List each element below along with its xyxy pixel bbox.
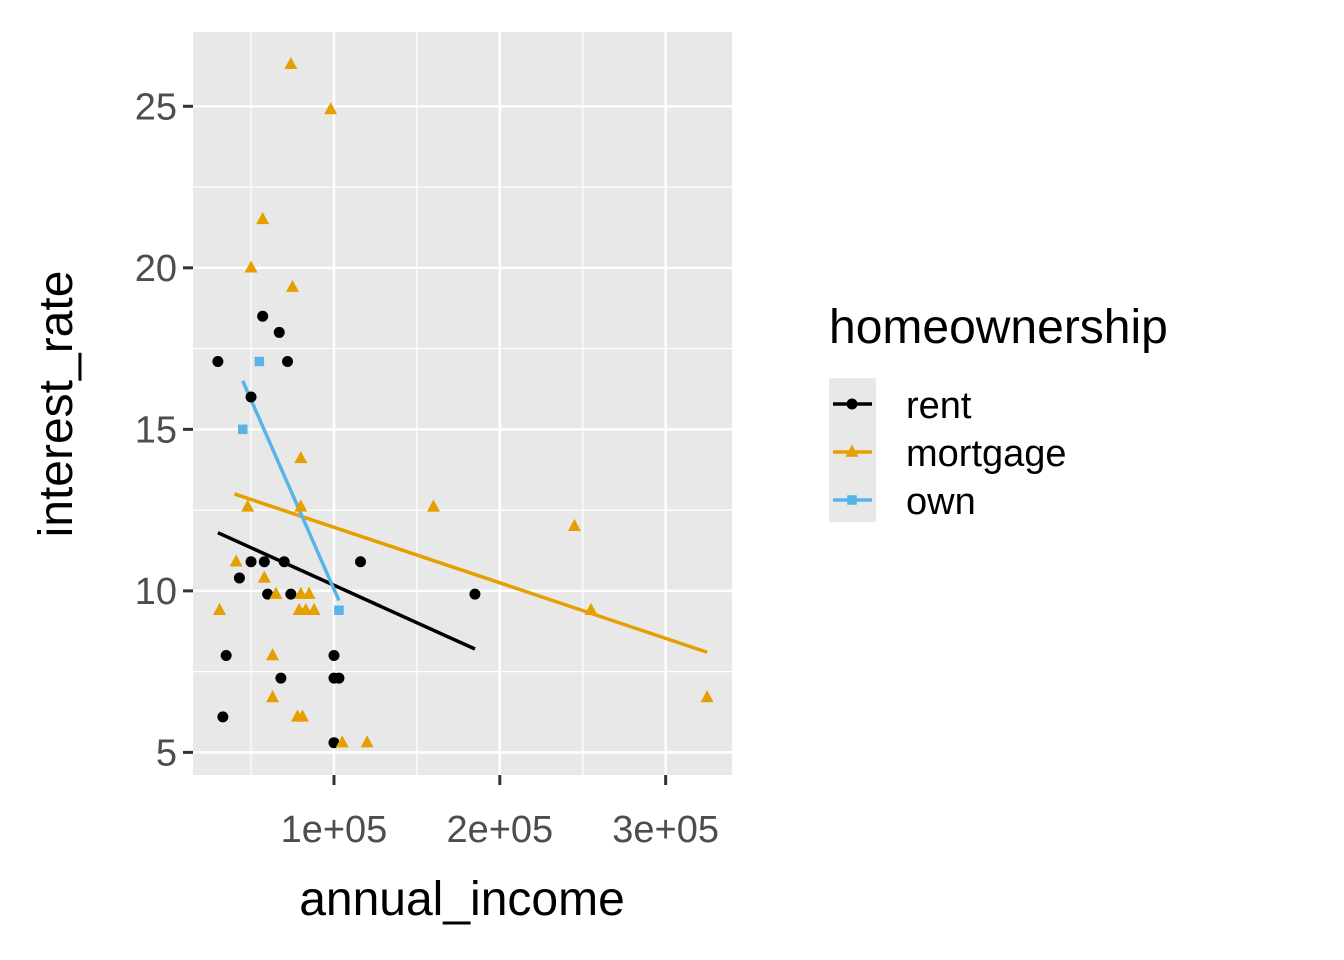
legend: homeownership rent mortgage own xyxy=(829,301,1168,523)
x-axis-title: annual_income xyxy=(299,873,625,926)
point-rent xyxy=(285,588,297,600)
y-axis: 5 10 15 20 25 xyxy=(135,86,193,774)
point-rent xyxy=(258,556,270,568)
point-mortgage xyxy=(285,279,300,292)
point-rent xyxy=(273,326,285,338)
point-mortgage xyxy=(426,499,440,512)
point-rent xyxy=(257,310,269,322)
point-mortgage xyxy=(335,735,349,748)
data-points xyxy=(212,56,714,749)
point-mortgage xyxy=(294,451,308,464)
point-mortgage xyxy=(257,570,271,583)
y-tick-label: 5 xyxy=(156,732,177,774)
point-rent xyxy=(328,649,340,661)
point-rent xyxy=(275,672,287,684)
legend-items: rent mortgage own xyxy=(829,378,1067,523)
point-mortgage xyxy=(256,212,270,225)
legend-title: homeownership xyxy=(829,301,1168,354)
legend-key-marker-rent xyxy=(846,398,858,410)
legend-label-rent: rent xyxy=(906,385,972,427)
point-rent xyxy=(262,588,274,600)
point-rent xyxy=(233,572,245,584)
point-mortgage xyxy=(700,690,714,703)
trend-lines xyxy=(217,380,708,654)
point-mortgage xyxy=(360,735,374,748)
point-rent xyxy=(245,391,257,403)
legend-key-marker-mortgage xyxy=(845,444,859,457)
point-mortgage xyxy=(324,102,338,115)
point-mortgage xyxy=(567,518,581,531)
point-own xyxy=(334,605,344,615)
point-rent xyxy=(217,711,229,723)
point-mortgage xyxy=(266,648,280,661)
point-mortgage xyxy=(307,602,321,615)
x-tick-label: 1e+05 xyxy=(281,809,388,851)
y-tick-label: 15 xyxy=(135,409,177,451)
point-rent xyxy=(333,672,345,684)
point-mortgage xyxy=(241,499,255,512)
x-tick-label: 2e+05 xyxy=(446,809,553,851)
point-own xyxy=(238,424,248,435)
point-mortgage xyxy=(295,709,309,722)
x-axis: 1e+05 2e+05 3e+05 xyxy=(281,775,719,851)
grid-major xyxy=(193,32,732,775)
point-mortgage xyxy=(302,586,316,599)
legend-label-own: own xyxy=(906,481,976,523)
grid-minor xyxy=(193,32,732,775)
x-tick-label: 3e+05 xyxy=(612,809,719,851)
trend-line-own xyxy=(241,380,341,602)
point-mortgage xyxy=(244,260,258,273)
point-rent xyxy=(469,588,481,600)
y-tick-label: 20 xyxy=(135,248,177,290)
y-tick-label: 25 xyxy=(135,86,177,128)
point-mortgage xyxy=(266,690,280,703)
legend-label-mortgage: mortgage xyxy=(906,433,1067,475)
point-mortgage xyxy=(299,602,313,615)
point-rent xyxy=(212,356,224,368)
plot-panel xyxy=(193,32,732,775)
point-mortgage xyxy=(229,554,243,567)
point-mortgage xyxy=(584,602,598,615)
point-rent xyxy=(245,556,257,568)
y-tick-label: 10 xyxy=(135,571,177,613)
point-mortgage xyxy=(284,56,298,70)
y-axis-title: interest_rate xyxy=(30,271,83,538)
point-rent xyxy=(278,556,290,568)
trend-line-mortgage xyxy=(233,492,708,654)
point-own xyxy=(254,356,265,367)
point-rent xyxy=(328,737,340,749)
point-mortgage xyxy=(269,586,283,599)
point-mortgage xyxy=(294,586,308,599)
legend-key-marker-own xyxy=(847,495,857,505)
point-rent xyxy=(220,649,232,661)
point-mortgage xyxy=(294,499,308,512)
trend-line-rent xyxy=(217,531,476,651)
point-mortgage xyxy=(213,602,227,615)
point-rent xyxy=(355,556,367,568)
point-rent xyxy=(282,356,294,368)
